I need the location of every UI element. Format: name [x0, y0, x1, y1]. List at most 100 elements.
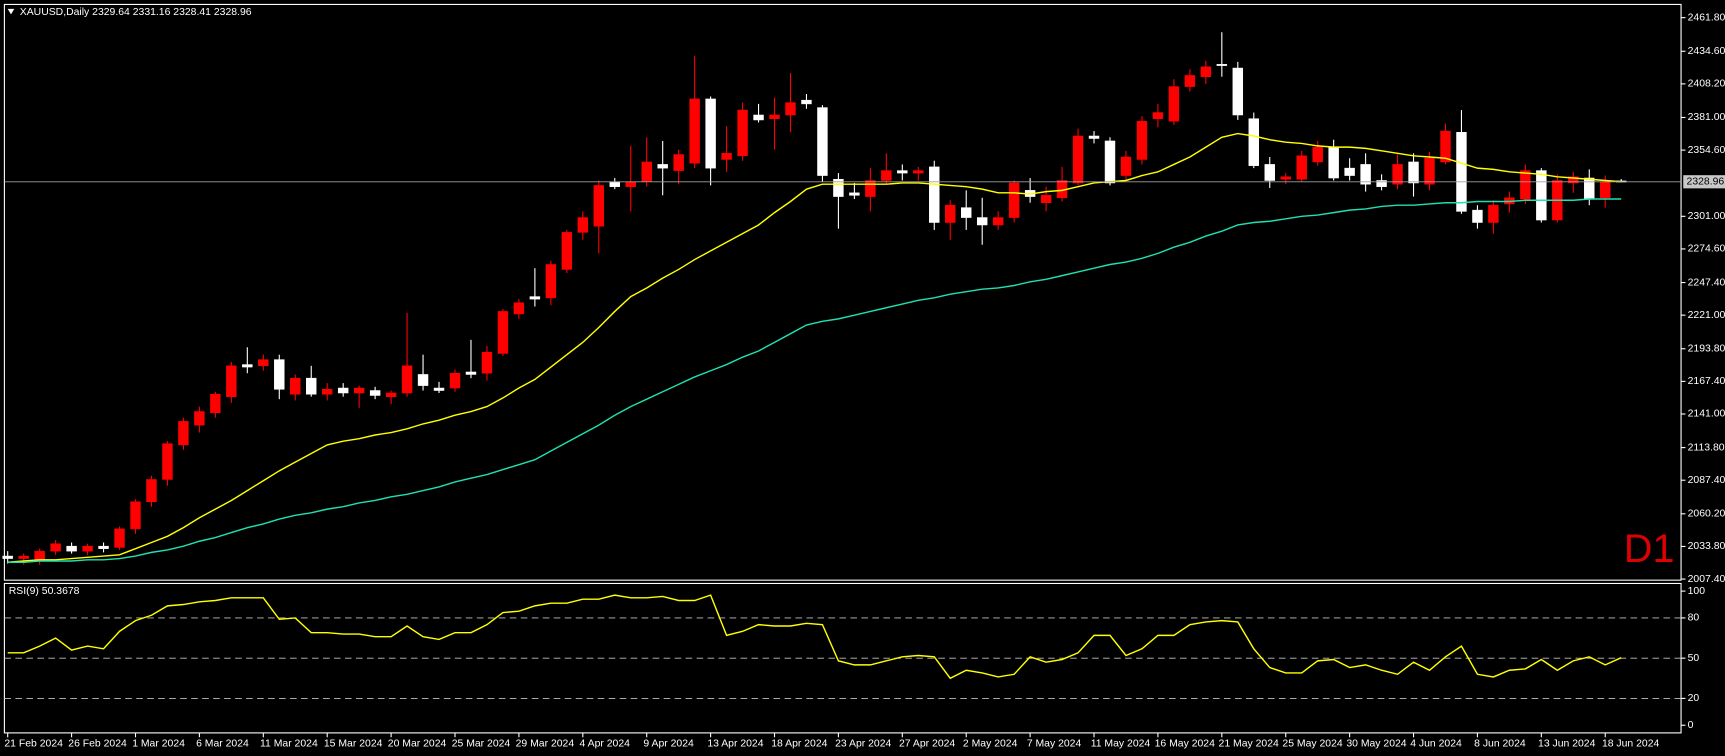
x-tick-label: 7 May 2024	[1027, 739, 1082, 750]
y-tick-label: 2247.40	[1688, 277, 1725, 288]
y-tick-label: 2193.80	[1688, 344, 1725, 355]
candle-body	[1440, 130, 1451, 163]
panel-frame	[3, 3, 1682, 581]
candle-body	[1040, 195, 1052, 204]
candle-body	[146, 479, 157, 502]
candle-body	[1120, 156, 1132, 176]
candle-body	[529, 296, 541, 300]
y-tick-label: 2301.00	[1688, 211, 1725, 222]
candle-body	[1280, 176, 1291, 180]
candle-body	[673, 154, 684, 171]
y-tick-label: 2274.60	[1688, 244, 1725, 255]
y-tick-label: 2461.80	[1688, 12, 1725, 23]
candle-body	[353, 387, 365, 394]
y-tick-label: 2060.20	[1688, 509, 1725, 520]
x-tick-label: 23 Apr 2024	[835, 739, 891, 750]
candle-body	[1072, 135, 1084, 184]
candle-body	[433, 387, 445, 391]
y-tick-label: 2381.00	[1688, 112, 1725, 123]
candle-body	[1568, 176, 1579, 184]
candle-body	[705, 98, 716, 169]
candle-body	[481, 351, 493, 374]
x-tick-label: 16 May 2024	[1155, 739, 1215, 750]
candle-body	[769, 114, 780, 119]
x-tick-label: 26 Feb 2024	[68, 739, 127, 750]
x-tick-label: 21 Feb 2024	[4, 739, 63, 750]
y-tick-label: 2087.40	[1688, 475, 1725, 486]
x-tick-label: 20 Mar 2024	[388, 739, 447, 750]
candle-body	[274, 359, 285, 390]
y-tick-label: 2141.00	[1688, 409, 1725, 420]
candle-body	[785, 102, 796, 116]
candle-body	[98, 545, 109, 549]
candle-body	[194, 411, 205, 426]
candle-body	[1232, 67, 1244, 116]
candle-body	[1408, 161, 1419, 184]
current-price-box	[1683, 175, 1725, 189]
candle-body	[210, 393, 221, 414]
moving-average-line	[7, 132, 1622, 563]
candle-body	[1296, 155, 1307, 180]
y-tick-label: 50	[1688, 653, 1700, 664]
y-tick-label: 2221.00	[1688, 310, 1725, 321]
candle-body	[1136, 120, 1148, 160]
candle-body	[1328, 146, 1339, 179]
candle-body	[849, 192, 860, 196]
candle-body	[1248, 118, 1259, 166]
timeframe-label: D1	[1624, 527, 1675, 571]
candle-body	[753, 114, 764, 121]
y-tick-label: 2167.40	[1688, 376, 1725, 387]
candle-body	[976, 217, 988, 226]
x-tick-label: 27 Apr 2024	[899, 739, 955, 750]
candle-body	[1008, 182, 1020, 218]
x-tick-label: 18 Apr 2024	[771, 739, 827, 750]
x-tick-label: 30 May 2024	[1346, 739, 1406, 750]
panel-title: RSI(9) 50.3678	[9, 586, 80, 597]
candle-body	[1312, 146, 1323, 163]
candle-body	[1392, 164, 1403, 185]
candle-body	[992, 217, 1004, 226]
candle-body	[130, 501, 141, 530]
candle-body	[817, 107, 828, 176]
candle-body	[18, 555, 29, 559]
candle-body	[385, 392, 397, 397]
candle-body	[82, 545, 93, 552]
candle-body	[1536, 170, 1547, 221]
y-tick-label: 20	[1688, 693, 1700, 704]
candle-body	[881, 170, 892, 181]
x-tick-label: 2 May 2024	[963, 739, 1018, 750]
candle-body	[1152, 112, 1164, 119]
candle-body	[417, 374, 429, 386]
candle-body	[1088, 135, 1100, 139]
candle-body	[337, 387, 349, 394]
candle-body	[258, 359, 269, 367]
candle-body	[1600, 181, 1611, 199]
candle-body	[1200, 66, 1212, 77]
candle-body	[913, 170, 924, 174]
y-tick-label: 100	[1688, 586, 1706, 597]
x-tick-label: 4 Jun 2024	[1410, 739, 1462, 750]
candle-body	[449, 372, 461, 389]
candle-body	[321, 389, 333, 395]
candle-body	[1472, 209, 1483, 223]
candle-body	[593, 185, 605, 227]
y-tick-label: 2434.60	[1688, 46, 1725, 57]
x-tick-label: 29 Mar 2024	[516, 739, 575, 750]
candle-body	[625, 181, 636, 187]
candle-body	[1520, 170, 1531, 200]
x-tick-label: 25 Mar 2024	[452, 739, 511, 750]
candle-body	[306, 377, 317, 395]
candle-body	[178, 421, 189, 446]
x-tick-label: 4 Apr 2024	[580, 739, 631, 750]
candle-body	[1488, 204, 1499, 223]
candle-body	[721, 153, 732, 160]
candle-body	[1376, 180, 1387, 187]
candle-body	[561, 232, 573, 270]
candle-body	[66, 545, 77, 552]
candle-body	[545, 264, 557, 299]
symbol-menu-arrow[interactable]	[7, 8, 15, 15]
y-tick-label: 80	[1688, 613, 1700, 624]
candle-body	[1184, 75, 1196, 87]
candle-body	[226, 365, 237, 397]
